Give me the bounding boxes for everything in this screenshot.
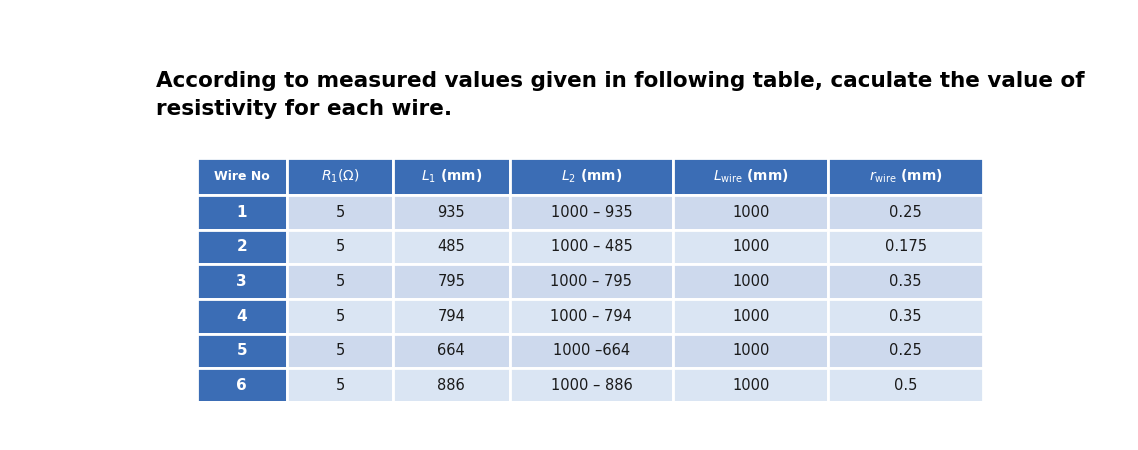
Bar [393,230,510,264]
Text: 794: 794 [437,309,465,324]
Text: 935: 935 [437,205,465,220]
Text: $\mathit{r}_\mathrm{wire}$ (mm): $\mathit{r}_\mathrm{wire}$ (mm) [868,168,942,185]
Bar [287,368,393,403]
Text: 5: 5 [336,239,345,254]
Text: 795: 795 [437,274,465,289]
Bar [393,264,510,299]
Text: According to measured values given in following table, caculate the value of: According to measured values given in fo… [156,71,1085,91]
Text: 0.35: 0.35 [890,309,922,324]
Text: 0.25: 0.25 [889,205,922,220]
Bar [393,195,510,230]
Text: 886: 886 [437,378,465,393]
Text: 0.35: 0.35 [890,274,922,289]
Bar [828,230,983,264]
Text: $\mathit{L}_\mathrm{wire}$ (mm): $\mathit{L}_\mathrm{wire}$ (mm) [712,168,789,185]
Bar [674,195,828,230]
Text: 5: 5 [336,205,345,220]
Bar [197,368,287,403]
Text: 5: 5 [336,309,345,324]
Bar [674,299,828,333]
Bar [287,333,393,368]
Text: resistivity for each wire.: resistivity for each wire. [156,99,452,119]
Text: 1000 – 935: 1000 – 935 [551,205,633,220]
Bar [287,195,393,230]
Bar [510,230,674,264]
Text: 1000 – 795: 1000 – 795 [551,274,633,289]
Text: $\mathit{L}_2$ (mm): $\mathit{L}_2$ (mm) [561,168,622,185]
Text: 1000: 1000 [732,378,769,393]
Bar [674,158,828,195]
Bar [287,264,393,299]
Text: 1: 1 [237,205,247,220]
Bar [197,299,287,333]
Text: 0.5: 0.5 [894,378,917,393]
Text: 1000 – 886: 1000 – 886 [551,378,633,393]
Text: $\mathit{L}_1$ (mm): $\mathit{L}_1$ (mm) [421,168,483,185]
Text: 1000: 1000 [732,274,769,289]
Text: 5: 5 [336,378,345,393]
Text: 1000 – 485: 1000 – 485 [551,239,633,254]
Text: 5: 5 [336,274,345,289]
Bar [393,333,510,368]
Bar [197,195,287,230]
Text: 1000: 1000 [732,343,769,358]
Bar [287,230,393,264]
Bar [674,264,828,299]
Bar [197,333,287,368]
Bar [287,299,393,333]
Bar [510,299,674,333]
Text: 1000 –664: 1000 –664 [553,343,630,358]
Text: 4: 4 [237,309,247,324]
Bar [674,368,828,403]
Text: $\mathit{R}_1(\Omega)$: $\mathit{R}_1(\Omega)$ [321,168,360,185]
Bar [287,158,393,195]
Bar [510,158,674,195]
Bar [828,264,983,299]
Bar [828,195,983,230]
Bar [510,264,674,299]
Text: 6: 6 [237,378,247,393]
Bar [197,230,287,264]
Text: 485: 485 [437,239,465,254]
Text: Wire No: Wire No [214,170,270,183]
Bar [510,195,674,230]
Text: 1000 – 794: 1000 – 794 [551,309,633,324]
Text: 1000: 1000 [732,205,769,220]
Bar [393,299,510,333]
Bar [393,368,510,403]
Text: 1000: 1000 [732,239,769,254]
Text: 1000: 1000 [732,309,769,324]
Text: 0.25: 0.25 [889,343,922,358]
Text: 664: 664 [437,343,465,358]
Bar [197,264,287,299]
Bar [828,158,983,195]
Text: 2: 2 [237,239,247,254]
Text: 0.175: 0.175 [884,239,926,254]
Text: 5: 5 [336,343,345,358]
Bar [197,158,287,195]
Bar [828,299,983,333]
Bar [510,368,674,403]
Bar [828,368,983,403]
Bar [393,158,510,195]
Bar [674,333,828,368]
Bar [828,333,983,368]
Text: 5: 5 [237,343,247,358]
Bar [510,333,674,368]
Text: 3: 3 [237,274,247,289]
Bar [674,230,828,264]
